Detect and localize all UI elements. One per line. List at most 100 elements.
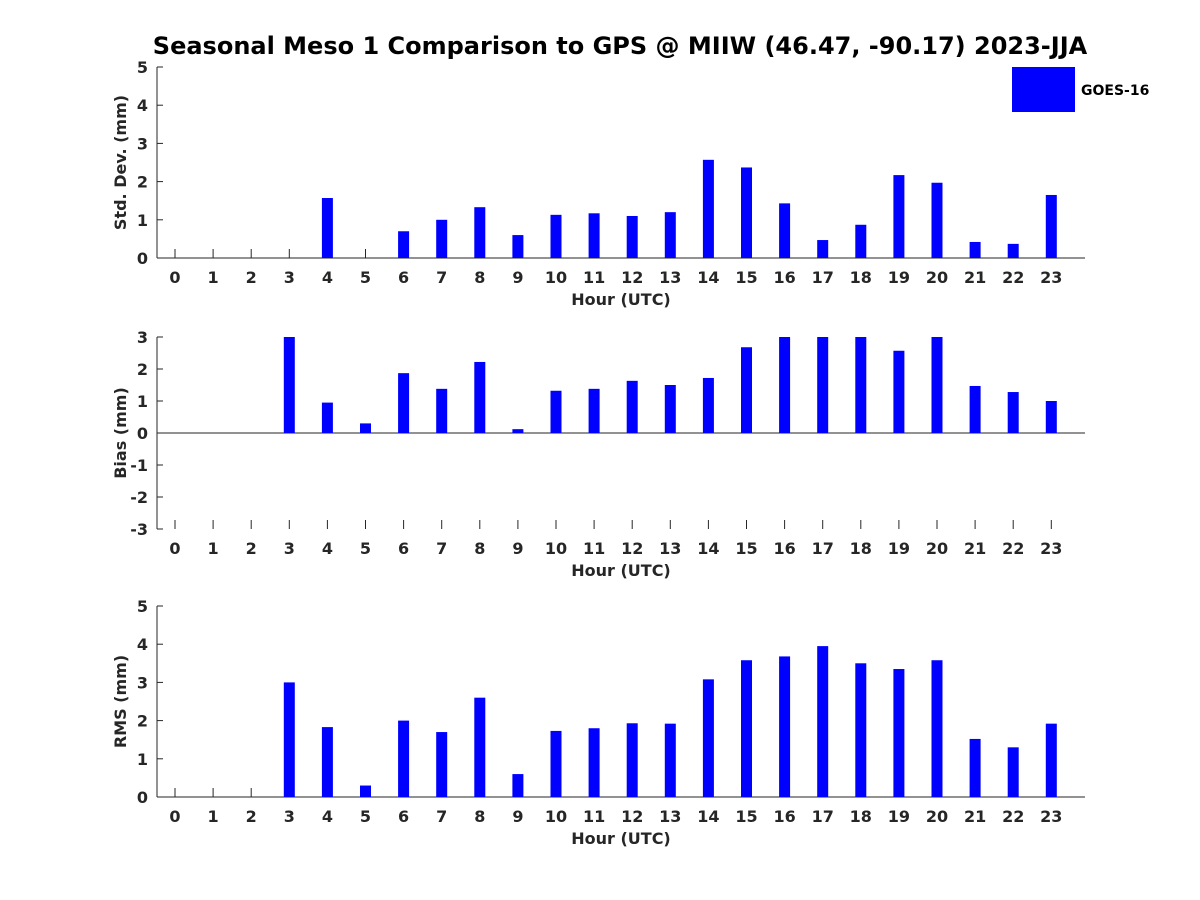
bias-bar-hour-21 bbox=[969, 385, 981, 433]
std-dev-x-tick-label: 17 bbox=[812, 268, 834, 287]
std-dev-bar-hour-7 bbox=[436, 219, 448, 258]
rms-bar-hour-8 bbox=[474, 697, 486, 797]
bias-y-tick-label: 0 bbox=[137, 424, 148, 443]
bias-bar-hour-7 bbox=[436, 388, 448, 433]
bias-x-tick-label: 8 bbox=[474, 539, 485, 558]
rms-x-tick-label: 7 bbox=[436, 807, 447, 826]
rms-y-tick-label: 0 bbox=[137, 788, 148, 807]
rms-x-tick-label: 12 bbox=[621, 807, 643, 826]
std-dev-bar-hour-21 bbox=[969, 241, 981, 258]
rms-x-tick-label: 6 bbox=[398, 807, 409, 826]
bias-x-tick-label: 22 bbox=[1002, 539, 1024, 558]
std-dev-x-axis-label: Hour (UTC) bbox=[571, 290, 671, 309]
bias-x-tick-label: 19 bbox=[888, 539, 910, 558]
rms-y-tick-label: 1 bbox=[137, 750, 148, 769]
bias-bar-hour-19 bbox=[893, 350, 905, 433]
rms-x-tick-label: 10 bbox=[545, 807, 567, 826]
bias-x-tick-label: 14 bbox=[697, 539, 719, 558]
std-dev-x-tick-label: 9 bbox=[512, 268, 523, 287]
bias-x-axis-label: Hour (UTC) bbox=[571, 561, 671, 580]
rms-x-tick-label: 21 bbox=[964, 807, 986, 826]
std-dev-bar-hour-14 bbox=[702, 159, 714, 258]
std-dev-bar-hour-16 bbox=[779, 203, 791, 258]
bias-x-tick-label: 13 bbox=[659, 539, 681, 558]
rms-bar-hour-18 bbox=[855, 663, 867, 797]
std-dev-x-tick-label: 12 bbox=[621, 268, 643, 287]
bias-bar-hour-23 bbox=[1045, 401, 1057, 433]
bias-x-tick-label: 18 bbox=[850, 539, 872, 558]
bias-x-tick-label: 23 bbox=[1040, 539, 1062, 558]
bias-x-tick-label: 20 bbox=[926, 539, 948, 558]
bias-bar-hour-5 bbox=[360, 423, 371, 433]
rms-bar-hour-21 bbox=[969, 738, 981, 797]
rms-y-tick-label: 4 bbox=[137, 635, 148, 654]
std-dev-bar-hour-17 bbox=[817, 240, 829, 258]
bias-y-tick-label: 3 bbox=[137, 328, 148, 347]
legend-label: GOES-16 bbox=[1081, 83, 1149, 99]
bias-y-tick-label: 2 bbox=[137, 360, 148, 379]
rms-bar-hour-19 bbox=[893, 669, 905, 797]
std-dev-bar-hour-22 bbox=[1007, 243, 1019, 258]
rms-bar-hour-20 bbox=[931, 660, 943, 797]
bias-bar-hour-17 bbox=[817, 337, 829, 433]
rms-bar-hour-6 bbox=[398, 720, 410, 797]
std-dev-bar-hour-19 bbox=[893, 175, 905, 258]
rms-bar-hour-10 bbox=[550, 730, 562, 797]
rms-x-tick-label: 1 bbox=[208, 807, 219, 826]
rms-y-tick-label: 3 bbox=[137, 673, 148, 692]
bias-x-tick-label: 0 bbox=[169, 539, 180, 558]
bias-x-tick-label: 2 bbox=[246, 539, 257, 558]
rms-x-tick-label: 8 bbox=[474, 807, 485, 826]
std-dev-bar-hour-23 bbox=[1045, 194, 1057, 258]
std-dev-bar-hour-18 bbox=[855, 224, 867, 258]
bias-x-tick-label: 1 bbox=[208, 539, 219, 558]
bias-y-tick-label: 1 bbox=[137, 392, 148, 411]
rms-x-tick-label: 17 bbox=[812, 807, 834, 826]
std-dev-x-tick-label: 19 bbox=[888, 268, 910, 287]
std-dev-y-tick-label: 5 bbox=[137, 58, 148, 77]
std-dev-x-tick-label: 1 bbox=[208, 268, 219, 287]
std-dev-x-tick-label: 0 bbox=[169, 268, 180, 287]
bias-bar-hour-4 bbox=[321, 402, 333, 433]
rms-bar-hour-5 bbox=[360, 785, 371, 797]
bias-bar-hour-6 bbox=[398, 373, 410, 433]
std-dev-y-tick-label: 0 bbox=[137, 249, 148, 268]
bias-bar-hour-22 bbox=[1007, 392, 1019, 433]
std-dev-bar-hour-6 bbox=[398, 231, 410, 258]
rms-x-tick-label: 11 bbox=[583, 807, 605, 826]
bias-bar-hour-11 bbox=[588, 388, 600, 433]
bias-bar-hour-12 bbox=[626, 380, 638, 433]
rms-bar-hour-11 bbox=[588, 728, 600, 797]
rms-x-tick-label: 14 bbox=[697, 807, 719, 826]
rms-y-tick-label: 5 bbox=[137, 597, 148, 616]
rms-x-tick-label: 18 bbox=[850, 807, 872, 826]
rms-y-axis-label: RMS (mm) bbox=[111, 655, 130, 748]
rms-bar-hour-4 bbox=[321, 727, 333, 797]
std-dev-bar-hour-10 bbox=[550, 214, 562, 258]
bias-bar-hour-10 bbox=[550, 390, 562, 433]
rms-bar-hour-15 bbox=[741, 660, 752, 797]
bias-y-tick-label: -2 bbox=[130, 488, 148, 507]
bias-bar-hour-15 bbox=[741, 347, 752, 433]
rms-x-tick-label: 4 bbox=[322, 807, 333, 826]
std-dev-x-tick-label: 4 bbox=[322, 268, 333, 287]
std-dev-x-tick-label: 18 bbox=[850, 268, 872, 287]
std-dev-x-tick-label: 11 bbox=[583, 268, 605, 287]
bias-x-tick-label: 11 bbox=[583, 539, 605, 558]
std-dev-y-axis-label: Std. Dev. (mm) bbox=[111, 95, 130, 230]
bias-bar-hour-14 bbox=[702, 377, 714, 433]
rms-bar-hour-7 bbox=[436, 732, 448, 797]
std-dev-x-tick-label: 20 bbox=[926, 268, 948, 287]
std-dev-y-tick-label: 4 bbox=[137, 96, 148, 115]
std-dev-x-tick-label: 6 bbox=[398, 268, 409, 287]
std-dev-bar-hour-4 bbox=[321, 198, 333, 258]
bias-x-tick-label: 3 bbox=[284, 539, 295, 558]
rms-y-tick-label: 2 bbox=[137, 712, 148, 731]
std-dev-x-tick-label: 13 bbox=[659, 268, 681, 287]
bias-x-tick-label: 6 bbox=[398, 539, 409, 558]
rms-x-tick-label: 16 bbox=[773, 807, 795, 826]
bias-bar-hour-20 bbox=[931, 337, 943, 433]
bias-x-tick-label: 15 bbox=[735, 539, 757, 558]
bias-x-tick-label: 9 bbox=[512, 539, 523, 558]
